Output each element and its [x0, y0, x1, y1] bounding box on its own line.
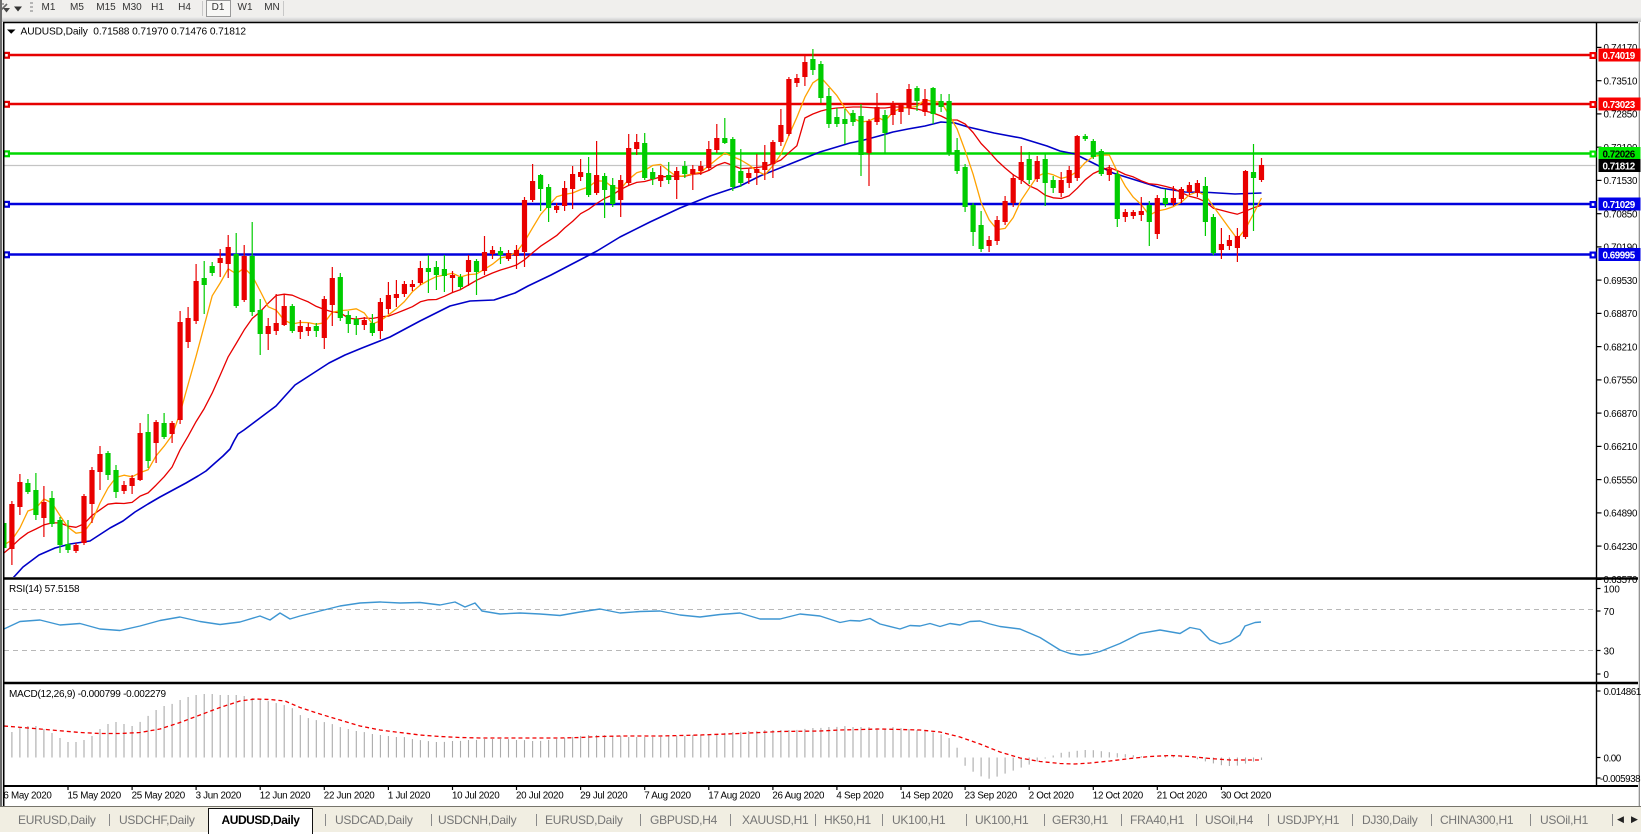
svg-text:0.73510: 0.73510: [1604, 77, 1638, 88]
svg-text:12 Oct 2020: 12 Oct 2020: [1093, 791, 1144, 802]
svg-text:AUDUSD,Daily 0.71588 0.71970: AUDUSD,Daily 0.71588 0.71970 0.71476 0.7…: [21, 27, 247, 38]
svg-text:MACD(12,26,9) -0.000799 -0.002: MACD(12,26,9) -0.000799 -0.002279: [9, 689, 167, 700]
svg-text:0.74019: 0.74019: [1603, 51, 1636, 62]
svg-text:0.66870: 0.66870: [1604, 409, 1638, 420]
svg-text:3 Jun 2020: 3 Jun 2020: [196, 791, 242, 802]
svg-text:0.68210: 0.68210: [1604, 342, 1638, 353]
svg-text:0.65550: 0.65550: [1604, 475, 1638, 486]
svg-text:12 Jun 2020: 12 Jun 2020: [260, 791, 311, 802]
svg-text:2 Oct 2020: 2 Oct 2020: [1029, 791, 1075, 802]
svg-text:0.70850: 0.70850: [1604, 210, 1638, 221]
svg-text:0.00: 0.00: [1604, 753, 1622, 764]
svg-text:0.66210: 0.66210: [1604, 442, 1638, 453]
svg-text:25 May 2020: 25 May 2020: [132, 791, 186, 802]
svg-text:0: 0: [1604, 670, 1610, 681]
svg-text:17 Aug 2020: 17 Aug 2020: [708, 791, 761, 802]
svg-text:0.71812: 0.71812: [1603, 161, 1636, 172]
svg-text:0.69530: 0.69530: [1604, 276, 1638, 287]
svg-text:100: 100: [1604, 584, 1621, 595]
svg-text:0.73023: 0.73023: [1603, 100, 1636, 111]
svg-text:7 Aug 2020: 7 Aug 2020: [644, 791, 691, 802]
svg-text:21 Oct 2020: 21 Oct 2020: [1157, 791, 1208, 802]
svg-text:0.68870: 0.68870: [1604, 309, 1638, 320]
svg-text:0.67550: 0.67550: [1604, 376, 1638, 387]
svg-text:30 Oct 2020: 30 Oct 2020: [1221, 791, 1272, 802]
svg-text:0.69995: 0.69995: [1603, 250, 1636, 261]
svg-text:23 Sep 2020: 23 Sep 2020: [965, 791, 1018, 802]
svg-text:10 Jul 2020: 10 Jul 2020: [452, 791, 500, 802]
svg-text:1 Jul 2020: 1 Jul 2020: [388, 791, 431, 802]
svg-text:70: 70: [1604, 607, 1615, 618]
svg-text:RSI(14) 57.5158: RSI(14) 57.5158: [9, 584, 80, 595]
svg-text:30: 30: [1604, 646, 1615, 657]
svg-text:15 May 2020: 15 May 2020: [68, 791, 122, 802]
svg-text:0.72026: 0.72026: [1603, 149, 1636, 160]
svg-text:20 Jul 2020: 20 Jul 2020: [516, 791, 564, 802]
svg-text:22 Jun 2020: 22 Jun 2020: [324, 791, 375, 802]
svg-text:0.63570: 0.63570: [1604, 575, 1638, 586]
svg-text:0.71029: 0.71029: [1603, 200, 1636, 211]
svg-text:6 May 2020: 6 May 2020: [3, 791, 52, 802]
svg-text:0.64230: 0.64230: [1604, 542, 1638, 553]
svg-text:0.64890: 0.64890: [1604, 509, 1638, 520]
svg-text:-0.005938: -0.005938: [1600, 774, 1641, 785]
svg-text:0.014861: 0.014861: [1604, 687, 1641, 698]
svg-text:0.72850: 0.72850: [1604, 110, 1638, 121]
svg-text:14 Sep 2020: 14 Sep 2020: [901, 791, 954, 802]
svg-text:4 Sep 2020: 4 Sep 2020: [836, 791, 884, 802]
svg-text:0.71530: 0.71530: [1604, 176, 1638, 187]
svg-text:26 Aug 2020: 26 Aug 2020: [772, 791, 825, 802]
svg-text:29 Jul 2020: 29 Jul 2020: [580, 791, 628, 802]
